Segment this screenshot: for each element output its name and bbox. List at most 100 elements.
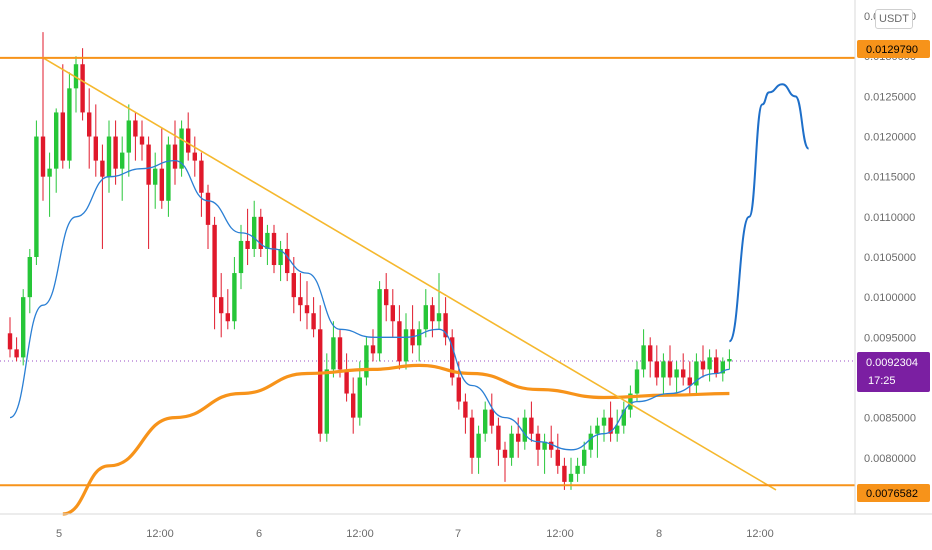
candle-body bbox=[397, 321, 402, 362]
candle-body bbox=[582, 449, 587, 466]
candle-body bbox=[186, 128, 191, 153]
candle-body bbox=[641, 345, 646, 370]
candle bbox=[694, 353, 699, 394]
candle bbox=[700, 345, 706, 378]
candle-body bbox=[344, 369, 349, 394]
candle bbox=[661, 353, 666, 394]
candle-body bbox=[304, 305, 310, 314]
candle-body bbox=[463, 401, 468, 418]
candle-body bbox=[87, 112, 92, 137]
price-axis-tick-label: 0.0105000 bbox=[864, 252, 916, 264]
candle-body bbox=[403, 329, 409, 362]
candle bbox=[588, 425, 593, 458]
candle bbox=[252, 200, 257, 257]
candle bbox=[496, 417, 501, 466]
candle bbox=[265, 224, 270, 266]
fast-moving-average-line bbox=[9, 159, 730, 451]
candle bbox=[21, 289, 26, 366]
candle bbox=[172, 120, 178, 185]
candle bbox=[648, 337, 653, 378]
candle-body bbox=[667, 361, 673, 378]
candle-body bbox=[377, 289, 382, 354]
time-axis-tick-label: 12:00 bbox=[546, 528, 574, 540]
candle-body bbox=[681, 369, 686, 378]
candle bbox=[146, 136, 151, 249]
candle-body bbox=[67, 88, 72, 161]
resistance-price-tag: 0.0129790 bbox=[857, 40, 930, 58]
time-axis-tick-label: 5 bbox=[56, 528, 62, 540]
candle-body bbox=[529, 417, 534, 434]
quote-currency-badge[interactable]: USDT bbox=[875, 9, 913, 29]
candle bbox=[311, 297, 316, 338]
candle bbox=[166, 136, 171, 217]
candle bbox=[278, 240, 283, 282]
candle-body bbox=[258, 216, 263, 249]
candle-body bbox=[21, 297, 26, 358]
candle-body bbox=[80, 64, 85, 113]
candle-body bbox=[232, 273, 237, 322]
candle-body bbox=[205, 192, 211, 225]
candle-body bbox=[615, 425, 620, 434]
candle-body bbox=[390, 305, 395, 322]
candle-body bbox=[423, 305, 428, 330]
candle-body bbox=[483, 409, 488, 434]
candle bbox=[370, 329, 376, 362]
candle-body bbox=[14, 349, 19, 358]
candle bbox=[529, 401, 534, 442]
candle-body bbox=[139, 136, 145, 145]
candle-body bbox=[278, 248, 283, 266]
current-price-tag: 0.0092304 17:25 bbox=[857, 352, 930, 392]
candle bbox=[344, 353, 349, 402]
candle-body bbox=[291, 273, 296, 298]
candle bbox=[159, 128, 164, 209]
candle-body bbox=[443, 313, 448, 338]
candle bbox=[245, 208, 250, 266]
candle-body bbox=[687, 377, 692, 386]
candle bbox=[80, 48, 85, 121]
candle-body bbox=[542, 441, 547, 450]
time-axis-tick-label: 7 bbox=[455, 528, 461, 540]
time-axis-tick-label: 8 bbox=[656, 528, 662, 540]
candle bbox=[608, 401, 613, 442]
candle bbox=[192, 136, 197, 177]
candle-body bbox=[34, 136, 39, 257]
candle-body bbox=[568, 473, 574, 482]
candle bbox=[113, 120, 118, 185]
candle bbox=[575, 457, 580, 482]
candle-body bbox=[106, 136, 112, 177]
candle bbox=[153, 152, 158, 209]
candle bbox=[430, 297, 435, 338]
candle-body bbox=[601, 417, 607, 426]
candle-body bbox=[54, 112, 59, 169]
price-axis-tick-label: 0.0080000 bbox=[864, 453, 916, 465]
candle-body bbox=[648, 345, 653, 362]
candle bbox=[582, 441, 587, 474]
candle bbox=[40, 32, 46, 201]
candle-body bbox=[588, 433, 593, 450]
time-axis-tick-label: 6 bbox=[256, 528, 262, 540]
candle-body bbox=[225, 313, 230, 322]
candle bbox=[443, 297, 448, 346]
candle bbox=[489, 393, 494, 434]
candle-body bbox=[120, 152, 125, 169]
candle bbox=[212, 216, 217, 330]
candle bbox=[549, 425, 554, 458]
candle-body bbox=[727, 358, 732, 362]
candle bbox=[390, 289, 395, 338]
candle bbox=[483, 401, 488, 442]
candle-body bbox=[384, 289, 389, 306]
candle-body bbox=[351, 393, 356, 418]
candle bbox=[687, 361, 692, 394]
candle-body bbox=[318, 329, 323, 434]
candle-body bbox=[40, 136, 46, 177]
candle-body bbox=[47, 168, 52, 177]
candle bbox=[674, 361, 679, 394]
time-axis-ticks: 5 12:00 6 12:00 7 12:00 8 12:00 bbox=[56, 528, 774, 540]
candle bbox=[476, 425, 481, 474]
candle-body bbox=[555, 449, 560, 466]
plot-area bbox=[0, 32, 855, 516]
candle bbox=[34, 120, 39, 266]
candle bbox=[14, 337, 19, 362]
candle-body bbox=[331, 337, 336, 370]
